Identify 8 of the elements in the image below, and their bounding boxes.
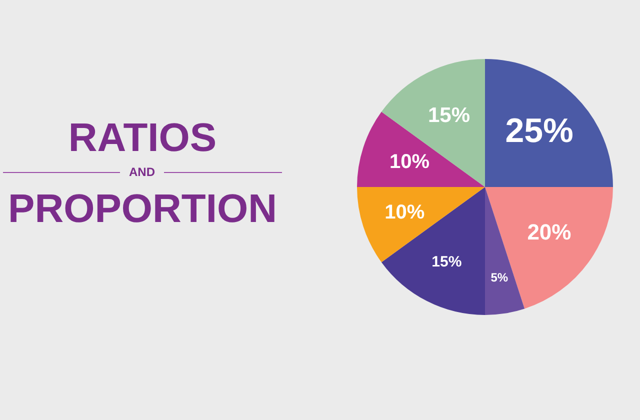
data-label: 15% — [432, 253, 462, 270]
data-label: 25% — [505, 112, 574, 150]
text: RATIOS AND PROPORTION — [7, 116, 278, 231]
data-label: 20% — [527, 220, 572, 245]
data-label: 10% — [384, 202, 425, 224]
data-label: 10% — [390, 150, 430, 173]
data-label: 5% — [490, 270, 508, 284]
data-label: 15% — [428, 104, 470, 128]
